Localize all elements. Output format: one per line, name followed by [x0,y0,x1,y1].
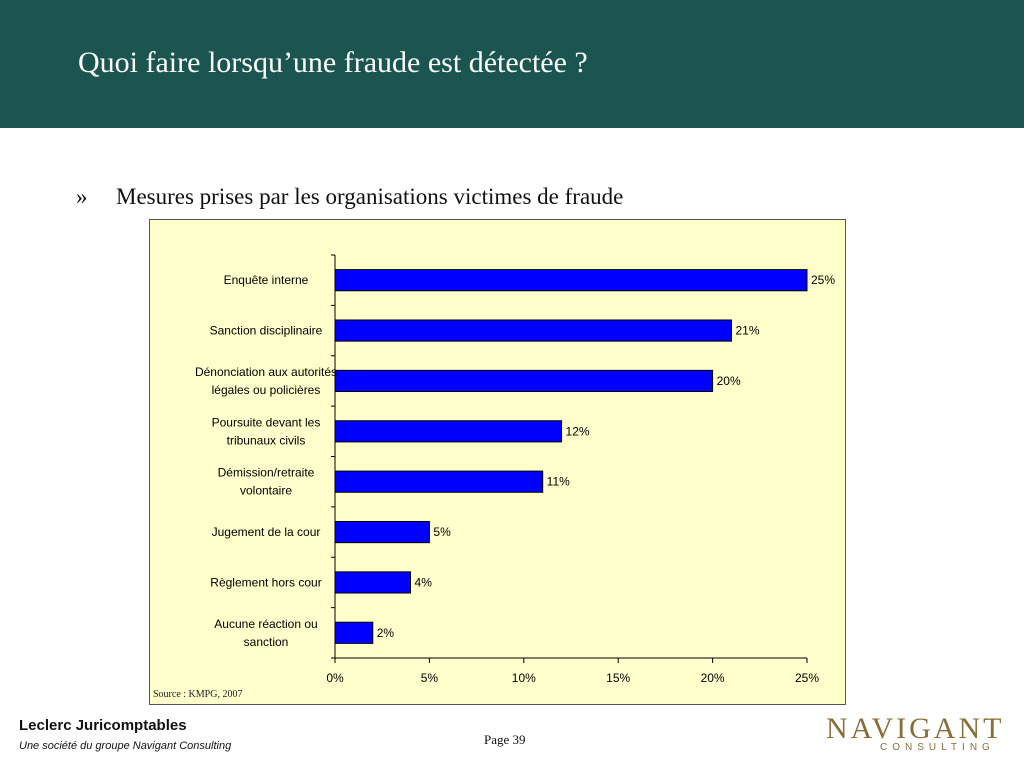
bar-value-label: 21% [735,324,759,338]
x-tick-label: 0% [326,671,344,685]
bar-value-label: 11% [547,475,570,489]
bar [334,369,714,393]
logo-wordmark: NAVIGANT [826,712,1005,745]
header-bar: Quoi faire lorsqu’une fraude est détecté… [0,0,1024,128]
category-label: sanction [244,635,289,649]
bar [334,520,430,544]
category-label: Dénonciation aux autorités [195,365,337,379]
x-tick-label: 5% [421,671,439,685]
x-tick-label: 10% [512,671,536,685]
bar-value-label: 4% [415,575,433,589]
bar-value-label: 5% [433,525,451,539]
x-tick-label: 15% [606,671,630,685]
bar-value-label: 25% [811,273,835,287]
source-note: Source : KMPG, 2007 [153,689,243,700]
bar [334,319,732,342]
category-label: volontaire [240,484,292,498]
bullet-item: » Mesures prises par les organisations vi… [76,184,623,210]
bar-value-label: 20% [717,374,741,388]
bar [334,470,544,493]
category-label: Jugement de la cour [212,525,321,539]
bar-value-label: 12% [566,424,590,438]
bullet-mark: » [76,184,88,209]
bar [334,571,412,594]
chart-panel [149,219,846,705]
category-label: Sanction disciplinaire [210,324,323,338]
company-subtitle: Une société du groupe Navigant Consultin… [19,740,232,752]
company-name: Leclerc Juricomptables [19,717,187,734]
category-label: Démission/retraite [218,466,315,480]
bar-value-label: 2% [377,626,395,640]
bar [334,269,808,292]
bar [334,420,563,443]
category-label: Poursuite devant les [212,415,321,429]
bullet-text: Mesures prises par les organisations vic… [116,184,624,209]
category-label: tribunaux civils [227,433,306,447]
logo-subtitle: CONSULTING [880,742,995,753]
x-tick-label: 25% [795,671,819,685]
bar [334,621,374,644]
category-label: légales ou policières [212,383,321,397]
page-number: Page 39 [484,732,526,747]
category-label: Aucune réaction ou [214,617,317,631]
category-label: Enquête interne [224,273,309,287]
navigant-logo: NAVIGANT CONSULTING [826,712,1006,756]
x-tick-label: 20% [701,671,725,685]
slide-title: Quoi faire lorsqu’une fraude est détecté… [78,46,588,79]
category-label: Règlement hors cour [210,575,321,589]
